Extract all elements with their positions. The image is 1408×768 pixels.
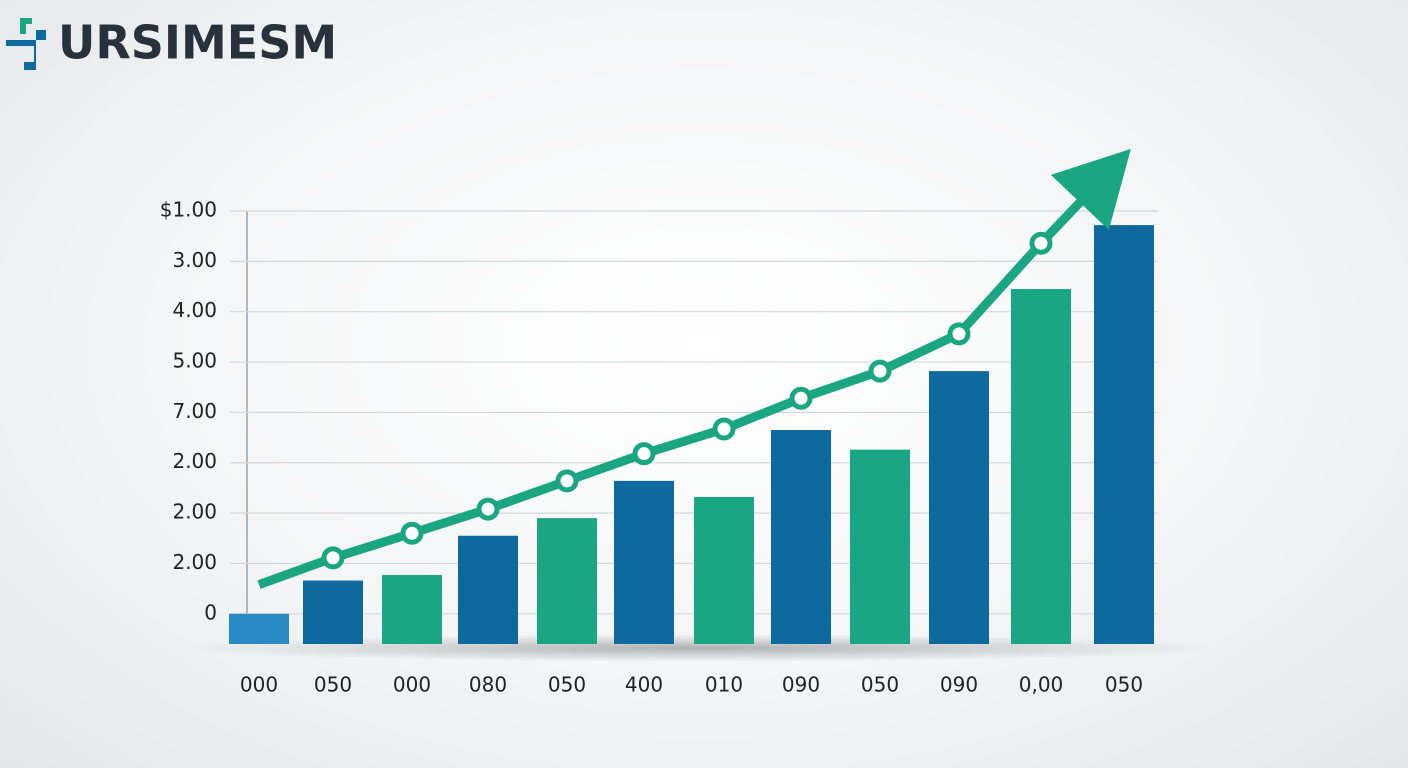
line-marker — [868, 359, 892, 383]
bar — [458, 535, 518, 644]
arrow-head — [1050, 148, 1131, 231]
x-tick-label: 000 — [240, 673, 278, 697]
x-tick-label: 080 — [469, 673, 507, 697]
bar — [229, 613, 289, 644]
line-marker — [789, 386, 813, 410]
y-tick-label: 2.00 — [172, 449, 217, 473]
y-tick-label: 4.00 — [172, 298, 217, 322]
y-tick-label: 7.00 — [172, 399, 217, 423]
logo-icon — [6, 18, 46, 70]
y-tick-label: $1.00 — [160, 198, 217, 222]
line-marker — [555, 469, 579, 493]
bar — [929, 371, 989, 644]
bar — [382, 575, 442, 644]
line-marker — [947, 322, 971, 346]
bar — [537, 518, 597, 644]
line-marker — [476, 497, 500, 521]
x-tick-label: 050 — [1105, 673, 1143, 697]
x-tick-label: 050 — [861, 673, 899, 697]
bar — [1094, 225, 1154, 645]
y-tick-label: 2.00 — [172, 500, 217, 524]
x-tick-label: 090 — [782, 673, 820, 697]
trend-line — [257, 153, 1128, 589]
bar — [771, 430, 831, 644]
y-tick-label: 2.00 — [172, 550, 217, 574]
x-tick-label: 400 — [625, 673, 663, 697]
x-tick-label: 000 — [393, 673, 431, 697]
bar — [850, 449, 910, 644]
bar — [303, 580, 363, 644]
bar — [614, 480, 674, 644]
x-tick-label: 090 — [940, 673, 978, 697]
bar — [1011, 289, 1071, 644]
y-tick-label: 5.00 — [172, 349, 217, 373]
x-tick-label: 0,00 — [1019, 673, 1064, 697]
line-marker — [712, 417, 736, 441]
y-tick-label: 3.00 — [172, 248, 217, 272]
line-marker — [400, 521, 424, 545]
x-tick-label: 050 — [314, 673, 352, 697]
line-marker — [321, 546, 345, 570]
line-marker — [1029, 231, 1053, 255]
chart-title: URSIMESM — [58, 16, 337, 70]
bar — [694, 496, 754, 644]
y-tick-label: 0 — [204, 600, 217, 624]
x-tick-label: 010 — [705, 673, 743, 697]
line-marker — [632, 442, 656, 466]
x-tick-label: 050 — [548, 673, 586, 697]
